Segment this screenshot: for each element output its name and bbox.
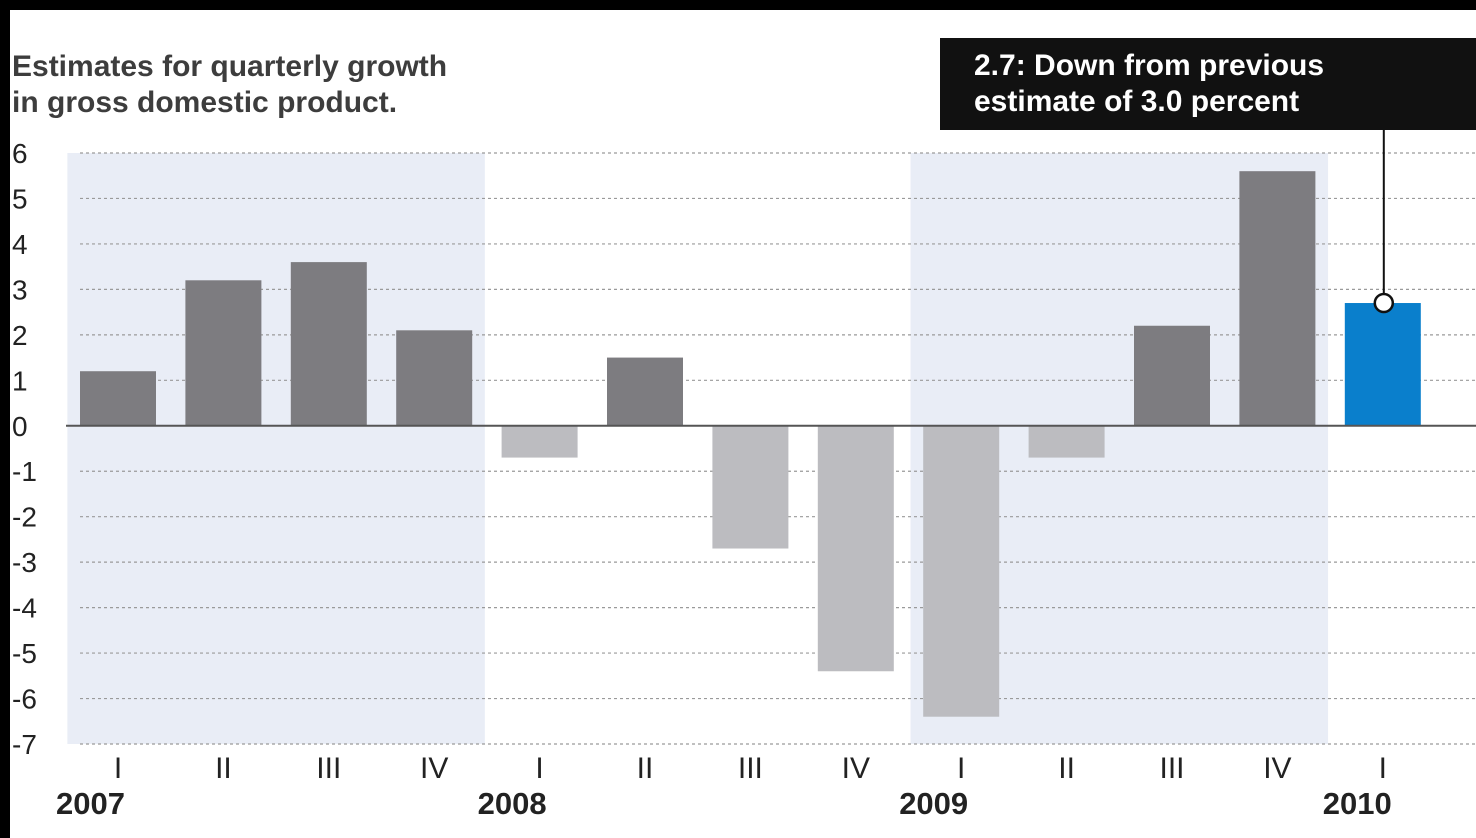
y-tick-label: -4 bbox=[12, 593, 37, 624]
bar bbox=[501, 425, 578, 458]
bar bbox=[817, 425, 894, 672]
x-tick-label: III bbox=[1159, 752, 1184, 785]
bar bbox=[607, 357, 683, 426]
bar bbox=[1028, 425, 1105, 458]
y-tick-label: -3 bbox=[12, 547, 37, 578]
year-label: 2009 bbox=[899, 786, 968, 821]
chart-title-line-1: Estimates for quarterly growth bbox=[12, 50, 448, 83]
x-tick-label: IV bbox=[1263, 752, 1291, 785]
x-tick-label: I bbox=[1379, 752, 1387, 785]
annotation-line-2: estimate of 3.0 percent bbox=[974, 85, 1300, 118]
x-tick-label: IV bbox=[420, 752, 448, 785]
chart-title-line-2: in gross domestic product. bbox=[12, 86, 398, 119]
chart: Estimates for quarterly growth in gross … bbox=[10, 10, 1476, 838]
x-tick-label: III bbox=[738, 752, 763, 785]
bar bbox=[1344, 303, 1421, 426]
bar bbox=[1239, 171, 1316, 426]
year-label: 2010 bbox=[1323, 786, 1392, 821]
x-tick-label: I bbox=[114, 752, 122, 785]
x-tick-label: II bbox=[215, 752, 232, 785]
y-tick-label: 2 bbox=[12, 320, 28, 351]
bar bbox=[923, 425, 1000, 717]
bar bbox=[396, 330, 473, 426]
year-band-2007 bbox=[67, 153, 485, 744]
x-tick-label: I bbox=[535, 752, 543, 785]
y-tick-label: 4 bbox=[12, 229, 28, 260]
bar bbox=[185, 280, 262, 426]
y-tick-label: 6 bbox=[12, 138, 28, 169]
bar bbox=[80, 371, 156, 426]
y-tick-label: 5 bbox=[12, 183, 28, 214]
y-tick-label: 0 bbox=[12, 411, 28, 442]
x-tick-label: II bbox=[637, 752, 654, 785]
y-tick-label: 1 bbox=[12, 365, 28, 396]
x-tick-label: II bbox=[1058, 752, 1075, 785]
y-tick-label: -1 bbox=[12, 456, 37, 487]
bar bbox=[712, 425, 789, 549]
annotation-line-1: 2.7: Down from previous bbox=[974, 49, 1325, 82]
y-tick-label: -5 bbox=[12, 638, 37, 669]
bar bbox=[1134, 325, 1210, 426]
y-tick-label: -7 bbox=[12, 729, 37, 760]
x-tick-label: IV bbox=[842, 752, 870, 785]
x-tick-label: I bbox=[957, 752, 965, 785]
x-tick-label: III bbox=[316, 752, 341, 785]
year-label: 2008 bbox=[478, 786, 547, 821]
y-tick-label: -2 bbox=[12, 502, 37, 533]
bar bbox=[290, 262, 367, 426]
y-tick-label: 3 bbox=[12, 274, 28, 305]
year-label: 2007 bbox=[56, 786, 125, 821]
y-tick-label: -6 bbox=[12, 684, 37, 715]
annotation-callout: 2.7: Down from previous estimate of 3.0 … bbox=[940, 38, 1476, 130]
annotation-marker bbox=[1373, 292, 1395, 314]
